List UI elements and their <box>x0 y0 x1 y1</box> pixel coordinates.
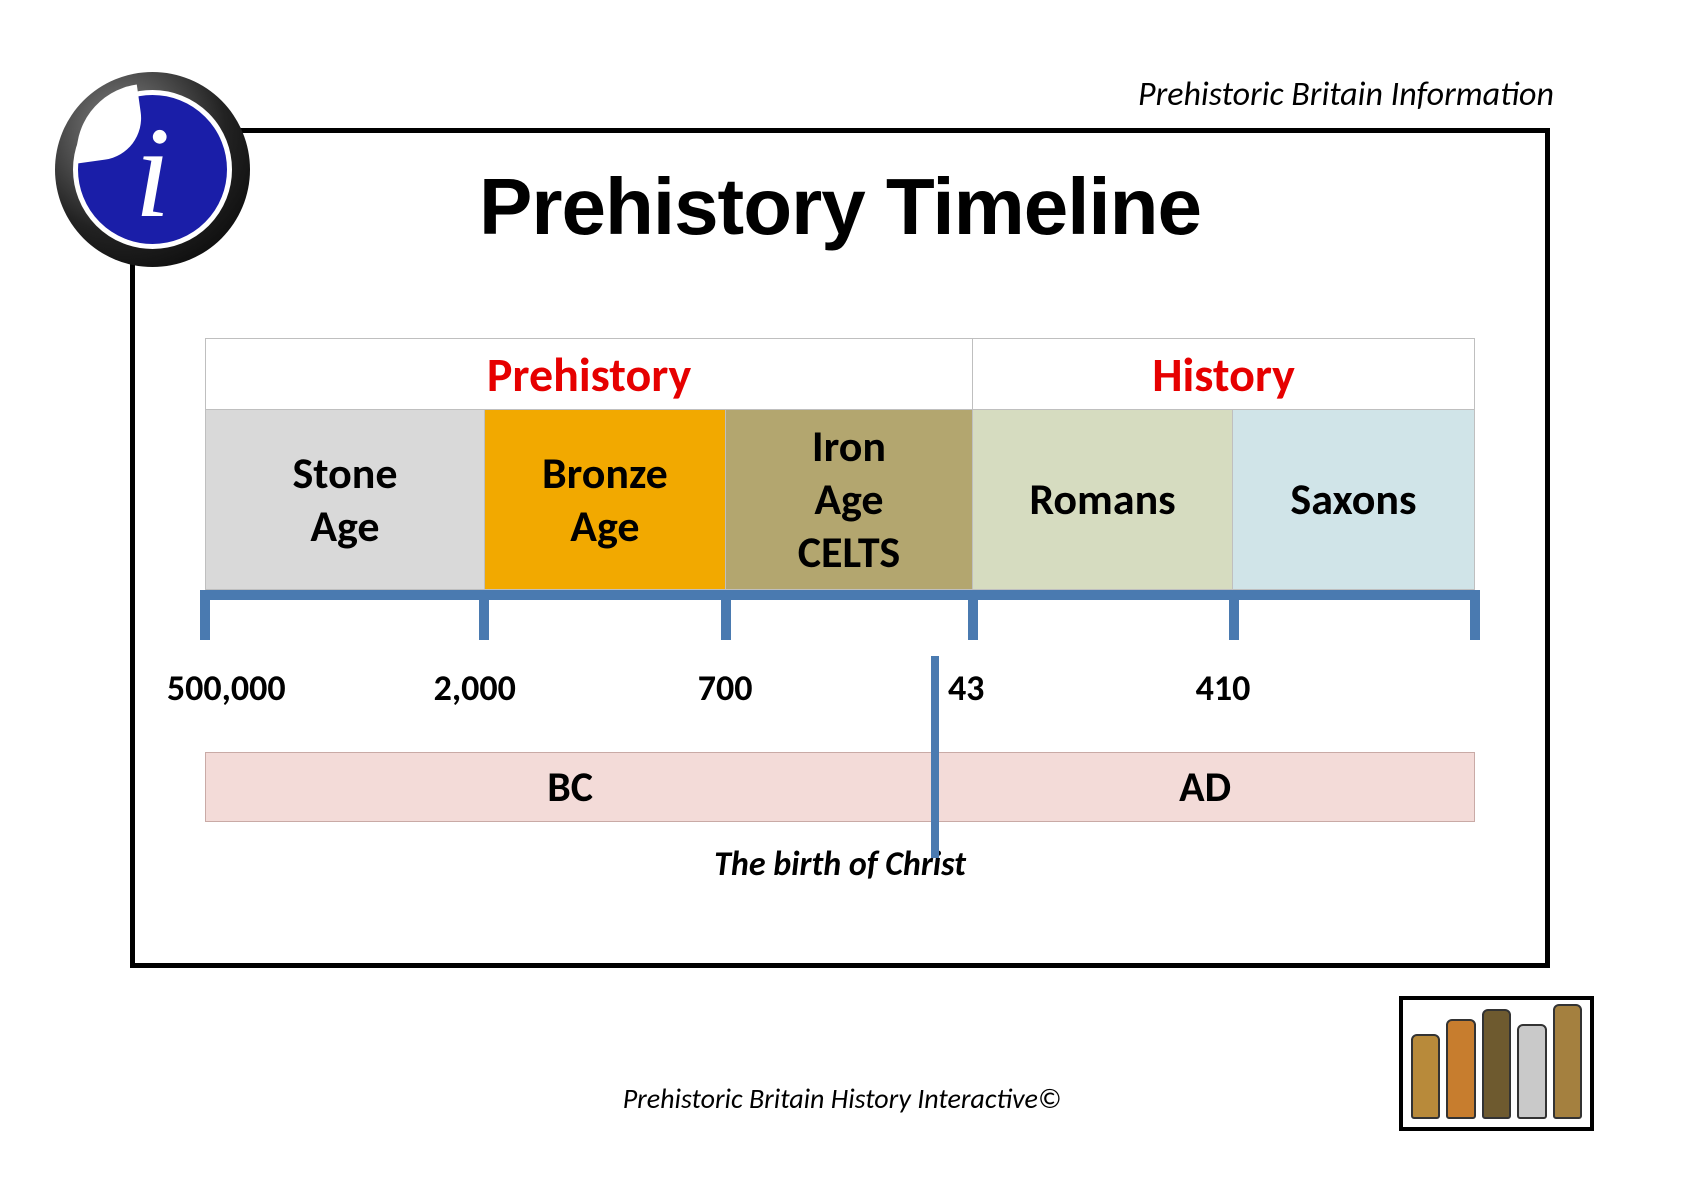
period-cell: StoneAge <box>206 410 485 589</box>
axis-label: 700 <box>698 666 753 710</box>
bc-ad-cell: BC <box>205 752 935 822</box>
axis-tick <box>200 590 210 640</box>
period-label-line: Saxons <box>1290 473 1416 526</box>
stone-tool <box>1446 1019 1475 1119</box>
stone-tool <box>1517 1024 1546 1119</box>
period-label-line: Romans <box>1029 473 1175 526</box>
period-row: StoneAgeBronzeAgeIronAgeCELTSRomansSaxon… <box>205 410 1475 590</box>
timeline-container: PrehistoryHistory StoneAgeBronzeAgeIronA… <box>205 338 1475 885</box>
period-cell: Romans <box>973 410 1233 589</box>
info-icon: i <box>55 72 250 267</box>
era-row: PrehistoryHistory <box>205 338 1475 410</box>
period-label-line: Age <box>570 500 639 553</box>
bc-ad-cell: AD <box>935 752 1475 822</box>
axis-line <box>205 590 1475 600</box>
axis-tick <box>479 590 489 640</box>
axis-tick <box>968 590 978 640</box>
bc-ad-divider <box>931 656 939 858</box>
content-frame: Prehistory Timeline PrehistoryHistory St… <box>130 128 1550 968</box>
period-label-line: Age <box>310 500 379 553</box>
period-label-line: Bronze <box>542 447 668 500</box>
period-cell: BronzeAge <box>485 410 726 589</box>
stone-tools-icon <box>1399 996 1594 1131</box>
stone-tool <box>1553 1004 1582 1119</box>
period-cell: Saxons <box>1233 410 1474 589</box>
period-label-line: Age <box>814 473 883 526</box>
period-cell: IronAgeCELTS <box>726 410 973 589</box>
axis-label: 43 <box>948 666 985 710</box>
period-label-line: Stone <box>292 447 397 500</box>
birth-of-christ-label: The birth of Christ <box>205 844 1475 885</box>
info-icon-letter: i <box>134 108 170 238</box>
stone-tool <box>1482 1009 1511 1119</box>
period-label-line: CELTS <box>798 526 901 579</box>
axis-labels: 500,0002,00070043410 <box>205 660 1475 716</box>
page-title: Prehistory Timeline <box>135 161 1545 253</box>
period-label-line: Iron <box>812 420 886 473</box>
axis-label: 500,000 <box>167 666 286 710</box>
bc-ad-row: BCAD <box>205 752 1475 822</box>
stone-tool <box>1411 1034 1440 1119</box>
header-subtitle: Prehistoric Britain Information <box>1138 74 1554 115</box>
axis-tick <box>1470 590 1480 640</box>
timeline-axis <box>205 590 1475 660</box>
era-label: Prehistory <box>206 339 973 409</box>
axis-label: 2,000 <box>434 666 516 710</box>
axis-tick <box>721 590 731 640</box>
axis-tick <box>1229 590 1239 640</box>
era-label: History <box>973 339 1474 409</box>
axis-label: 410 <box>1196 666 1251 710</box>
